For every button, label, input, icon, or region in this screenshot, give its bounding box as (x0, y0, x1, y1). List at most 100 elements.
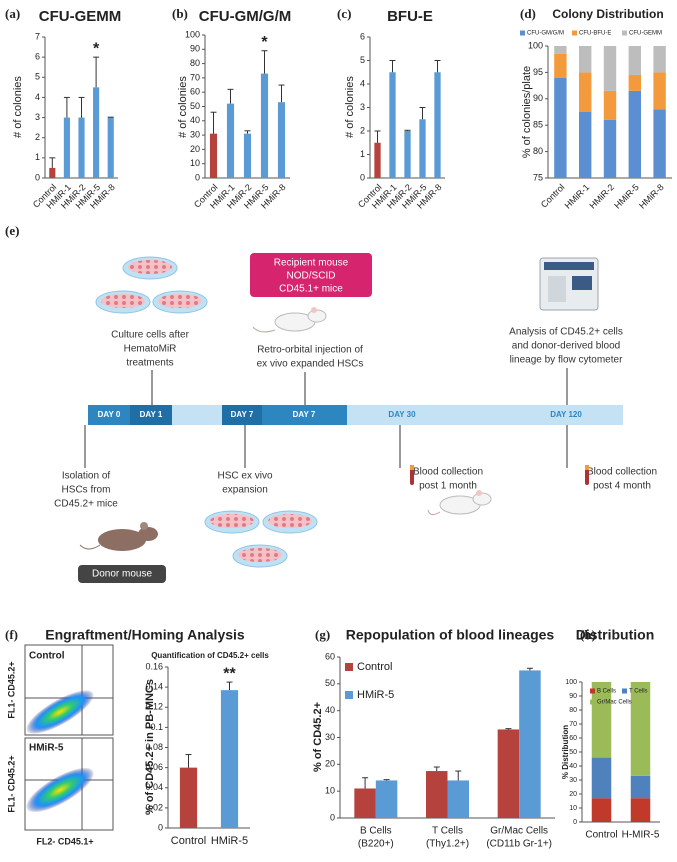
y-tick-label: 10 (325, 786, 335, 796)
bar-segment (630, 682, 651, 776)
bar (434, 72, 441, 178)
step-text: Recipient mouse (274, 258, 349, 269)
y-tick-label: 0 (35, 172, 40, 182)
y-tick-label: 0.1 (150, 722, 163, 732)
y-tick-label: 90 (569, 693, 577, 700)
bar-segment (653, 72, 666, 110)
bar (93, 87, 100, 178)
y-tick-label: 20 (569, 791, 577, 798)
step-text: HSCs from (62, 485, 111, 496)
flow-sample: Control (29, 651, 65, 662)
bar (277, 102, 286, 178)
bar-segment (653, 46, 666, 73)
legend-swatch (345, 691, 353, 699)
x-tick-label: HMiR-8 (637, 182, 666, 211)
step-text: Blood collection (587, 467, 657, 478)
bar (243, 133, 252, 178)
bar-segment (603, 46, 617, 91)
bar (374, 142, 381, 178)
panel-label: (c) (337, 6, 351, 21)
donor-mouse-icon (79, 522, 158, 551)
y-tick-label: 0.06 (145, 762, 163, 772)
bar (419, 119, 426, 178)
bar (260, 73, 269, 178)
bar-segment (554, 53, 567, 78)
flow-plot (24, 737, 114, 831)
day-label: DAY 1 (140, 410, 163, 419)
y-axis-label: # of colonies (344, 76, 356, 138)
y-tick-label: 40 (325, 705, 335, 715)
timeline-block (88, 405, 130, 425)
y-tick-label: 5 (35, 72, 40, 82)
day-label: DAY 7 (231, 410, 254, 419)
y-tick-label: 3 (360, 102, 365, 112)
y-tick-label: 40 (569, 763, 577, 770)
y-tick-label: 0 (360, 172, 365, 182)
legend-label: Control (357, 661, 392, 673)
y-tick-label: 0.16 (145, 661, 163, 671)
step-text: expansion (222, 485, 268, 496)
y-tick-label: 75 (533, 172, 543, 182)
bar (497, 729, 520, 818)
y-tick-label: 95 (533, 67, 543, 77)
bar (447, 780, 469, 818)
y-tick-label: 4 (360, 78, 365, 88)
petri-dishes-bottom (204, 510, 318, 568)
flow-y-label: FL1- CD45.2+ (6, 661, 16, 718)
y-tick-label: 0 (158, 822, 163, 832)
legend-label: Gr/Mac Cells (597, 700, 632, 706)
step-text: CD45.2+ mice (54, 499, 118, 510)
flow-y-label: FL1- CD45.2+ (6, 755, 16, 812)
bar-segment (630, 798, 651, 822)
bar-segment (630, 775, 651, 799)
legend-label: CFU-GM/G/M (527, 31, 564, 37)
bar (519, 670, 541, 818)
y-tick-label: 0.02 (145, 802, 163, 812)
y-tick-label: 20 (325, 759, 335, 769)
y-tick-label: 70 (190, 72, 200, 82)
x-tick-label: Control (171, 835, 206, 847)
y-tick-label: 5 (360, 55, 365, 65)
chart-title: Colony Distribution (552, 7, 663, 21)
chart-title: CFU-GEMM (39, 8, 122, 25)
day-label: DAY 120 (550, 410, 582, 419)
legend-swatch (572, 30, 577, 36)
y-tick-label: 60 (190, 87, 200, 97)
timeline-block (222, 405, 262, 425)
y-tick-label: 60 (325, 651, 335, 661)
y-tick-label: 6 (35, 52, 40, 62)
donor-label: Donor mouse (92, 569, 152, 580)
step-text: Culture cells after (111, 330, 189, 341)
step-text: Culture cells after HematoMiR treatments… (54, 258, 657, 510)
bar (220, 690, 239, 828)
bar-segment (628, 90, 641, 178)
panel-label: (h) (580, 627, 596, 642)
x-tick-label: HMiR-5 (211, 835, 248, 847)
step-text: post 4 month (593, 481, 651, 492)
y-tick-label: 3 (35, 112, 40, 122)
donor-label-box (78, 565, 166, 583)
y-tick-label: 100 (565, 679, 577, 686)
annotation: * (261, 34, 268, 51)
y-tick-label: 100 (528, 40, 543, 50)
legend-swatch (590, 699, 595, 705)
step-text: and donor-derived blood (512, 341, 620, 352)
chart-title: CFU-GM/G/M (199, 8, 291, 25)
panel-label: (d) (520, 6, 536, 21)
step-text: lineage by flow cytometer (510, 355, 624, 366)
bar-segment (579, 46, 592, 73)
y-tick-label: 1 (35, 152, 40, 162)
y-tick-label: 0.04 (145, 782, 163, 792)
y-tick-label: 50 (190, 101, 200, 111)
bar-segment (628, 46, 641, 76)
x-tick-label: H-MIR-5 (622, 830, 660, 841)
step-text: HSC ex vivo (217, 471, 272, 482)
bar (226, 103, 235, 178)
legend-swatch (622, 30, 627, 36)
y-tick-label: 0 (195, 172, 200, 182)
bar (78, 117, 85, 178)
y-axis-label: # of colonies (177, 76, 189, 138)
y-tick-label: 50 (325, 678, 335, 688)
timeline-bar (88, 405, 623, 425)
